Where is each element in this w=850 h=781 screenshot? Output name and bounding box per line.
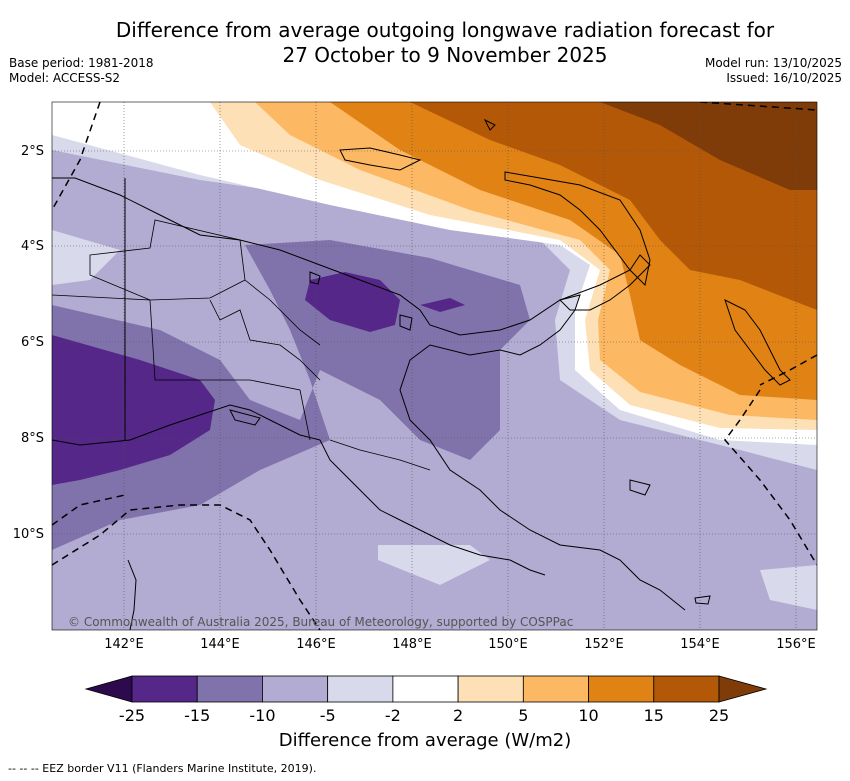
map-frame	[51, 101, 818, 631]
colorbar-tick-label: -5	[320, 706, 336, 725]
lat-label-8s: 8°S	[21, 431, 44, 446]
meta-right: Model run: 13/10/2025 Issued: 16/10/2025	[705, 56, 842, 86]
province-western-border	[52, 294, 311, 441]
lat-label-6s: 6°S	[21, 335, 44, 350]
field-pale-purple-se	[760, 565, 817, 610]
lon-label-156: 156°E	[776, 637, 816, 652]
lon-label-154: 154°E	[680, 637, 720, 652]
colorbar-label: Difference from average (W/m2)	[278, 730, 572, 751]
field-deep-purple-central	[305, 272, 400, 332]
colorbar-tick-label: 25	[709, 706, 729, 725]
province-highlands-border	[209, 299, 321, 381]
model-name: Model: ACCESS-S2	[9, 71, 121, 85]
base-period: Base period: 1981-2018	[9, 56, 154, 70]
eez-east	[724, 389, 817, 566]
colorbar-cell	[262, 675, 329, 703]
new-britain-east	[559, 254, 651, 311]
cape-york-coast	[127, 559, 137, 630]
field-dark-orange-east	[725, 370, 817, 392]
lon-label-148: 148°E	[392, 637, 432, 652]
fly-delta-islands	[229, 409, 261, 426]
colorbar-tick-label: 5	[518, 706, 528, 725]
eez-southwest	[52, 494, 126, 526]
colorbar-tick-label: -25	[119, 706, 145, 725]
colorbar-tick-label: -10	[249, 706, 275, 725]
eez-legend-note: -- -- -- EEZ border V11 (Flanders Marine…	[8, 762, 317, 775]
field-pale-purple-south	[378, 545, 490, 585]
colorbar-tick-label: -15	[184, 706, 210, 725]
province-east-sepik-border	[244, 279, 321, 346]
issued-date: Issued: 16/10/2025	[726, 71, 842, 85]
colorbar-cell	[588, 675, 655, 703]
colorbar-cell	[457, 675, 524, 703]
colorbar-cell	[392, 675, 459, 703]
small-island-4	[629, 479, 651, 496]
lon-label-144: 144°E	[200, 637, 240, 652]
lon-label-146: 146°E	[296, 637, 336, 652]
map-credit: © Commonwealth of Australia 2025, Bureau…	[68, 615, 573, 629]
model-run: Model run: 13/10/2025	[704, 56, 842, 70]
small-island-5	[694, 595, 711, 605]
lat-label-10s: 10°S	[13, 527, 44, 542]
small-island-1	[309, 271, 321, 285]
colorbar: -25 -15 -10 -5 -2 2 5 10 15 25	[84, 675, 768, 725]
eez-south	[52, 504, 321, 630]
small-island-3	[483, 118, 496, 131]
lat-label-2s: 2°S	[21, 144, 44, 159]
field-deep-purple-west	[52, 335, 215, 485]
province-gulf-border	[329, 439, 431, 471]
manus-island	[339, 147, 422, 171]
eez-northeast	[699, 102, 817, 111]
colorbar-cell	[196, 675, 263, 703]
colorbar-cell	[327, 675, 394, 703]
new-guinea-south-coast	[52, 404, 546, 576]
lat-label-4s: 4°S	[21, 239, 44, 254]
colorbar-cell	[653, 675, 720, 703]
eez-east-link	[759, 354, 817, 386]
coastlines	[52, 118, 791, 630]
colorbar-tick-label: 15	[644, 706, 664, 725]
colorbar-cell	[131, 675, 198, 703]
title-line-1: Difference from average outgoing longwav…	[115, 18, 775, 42]
colorbar-cell	[522, 675, 589, 703]
province-borders	[52, 219, 431, 471]
colorbar-cells	[131, 675, 720, 703]
colorbar-tick-label: 10	[578, 706, 598, 725]
lon-label-152: 152°E	[584, 637, 624, 652]
title-line-2: 27 October to 9 November 2025	[282, 43, 608, 67]
lon-axis-labels: 142°E 144°E 146°E 148°E 150°E 152°E 154°…	[104, 637, 816, 652]
field-deep-purple-small	[420, 298, 465, 312]
eez-borders	[52, 102, 817, 630]
colorbar-tick-label: -2	[385, 706, 401, 725]
field-pale-purple-west	[52, 230, 120, 285]
bougainville	[724, 299, 791, 386]
chart-title: Difference from average outgoing longwav…	[90, 18, 800, 68]
lon-label-150: 150°E	[488, 637, 528, 652]
new-guinea-north-coast	[52, 177, 686, 611]
small-island-2	[399, 314, 413, 331]
colorbar-tick-label: 2	[453, 706, 463, 725]
eez-northwest	[52, 102, 101, 211]
meta-left: Base period: 1981-2018 Model: ACCESS-S2	[9, 56, 154, 86]
colorbar-under-arrow	[84, 675, 133, 703]
map-gridlines	[52, 102, 817, 630]
colorbar-over-arrow	[718, 675, 768, 703]
map-panel: © Commonwealth of Australia 2025, Bureau…	[52, 102, 817, 630]
field-deep-brown	[600, 102, 817, 190]
lon-label-142: 142°E	[104, 637, 144, 652]
colorbar-tick-labels: -25 -15 -10 -5 -2 2 5 10 15 25	[119, 706, 729, 725]
lat-axis-labels: 2°S 4°S 6°S 8°S 10°S	[13, 144, 44, 542]
